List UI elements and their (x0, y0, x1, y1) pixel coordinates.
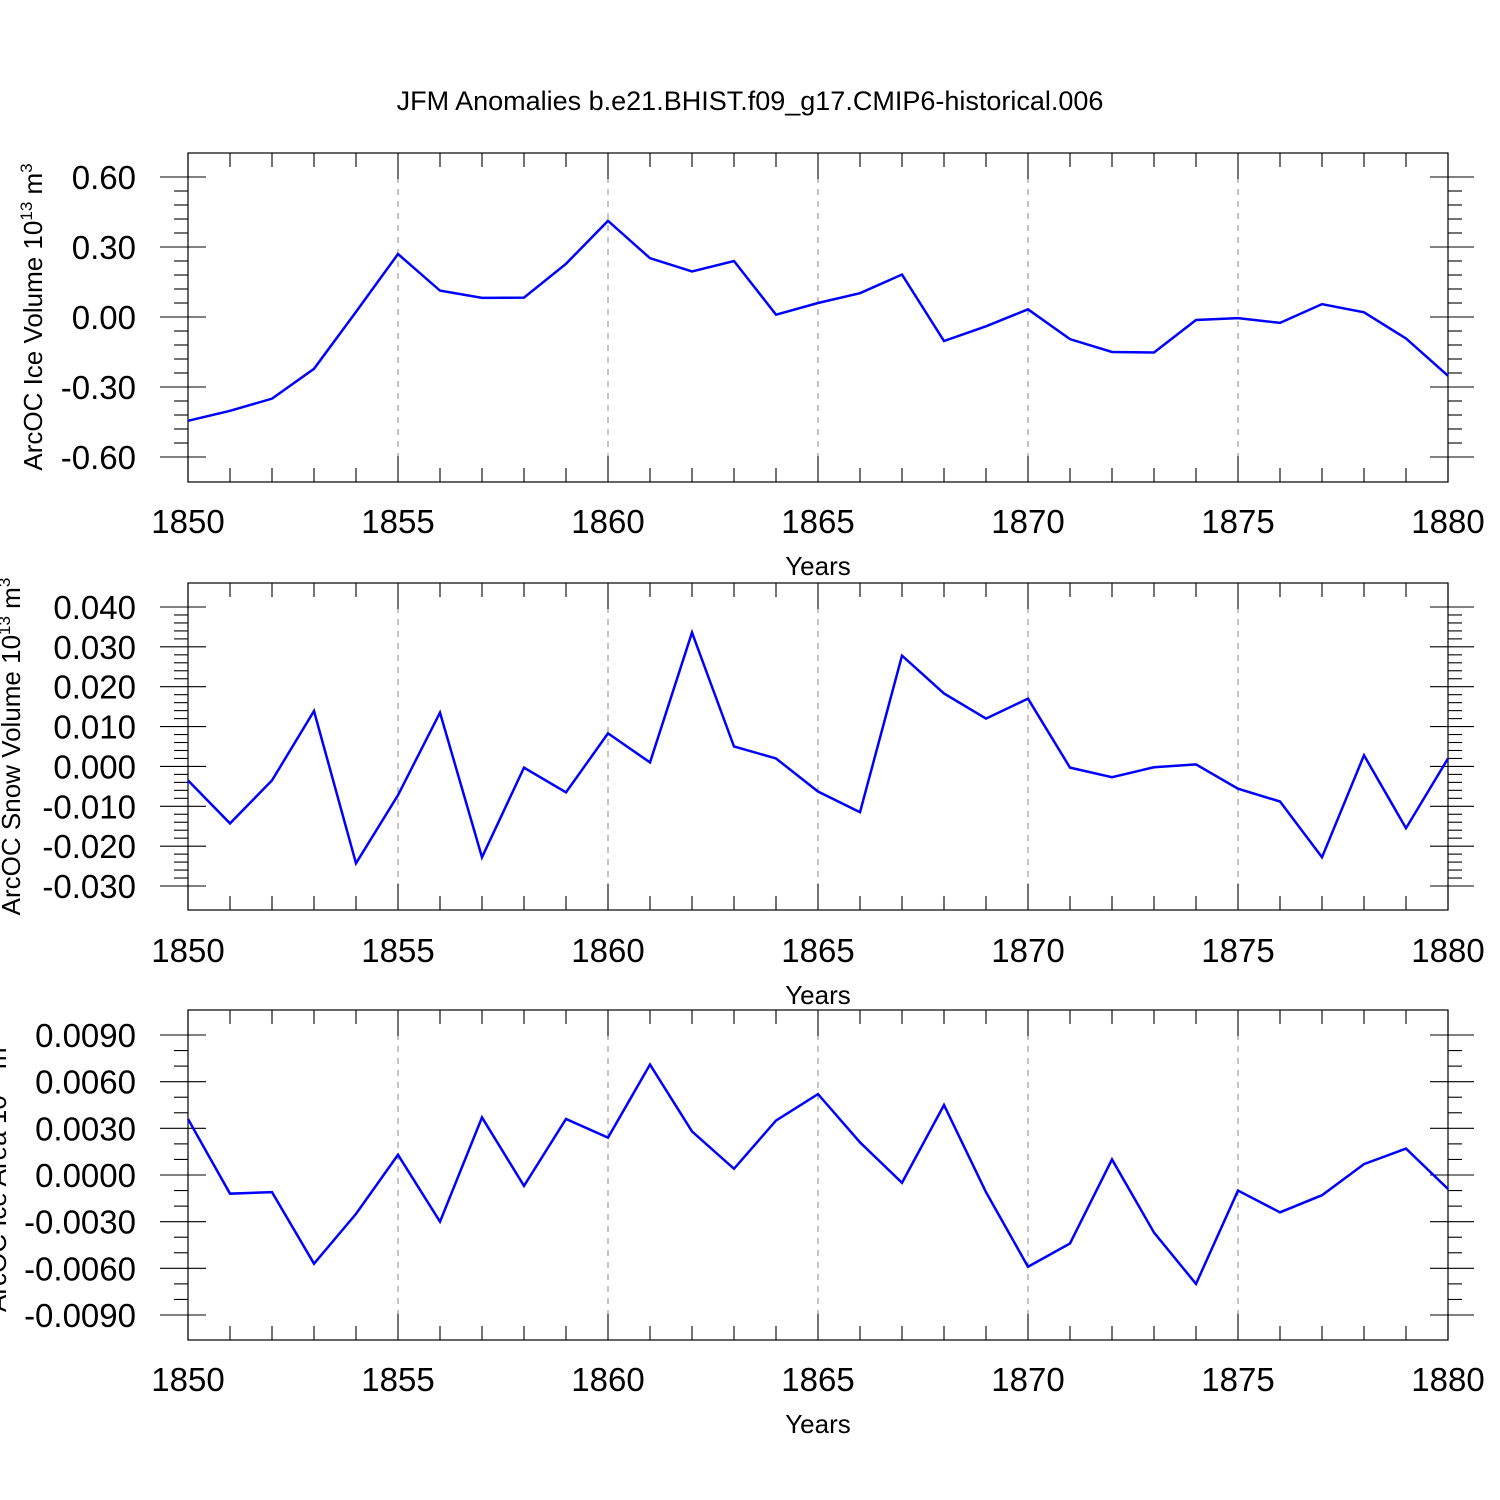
y-axis-label-text: ArcOC Ice Area 10 (0, 1095, 12, 1312)
y-tick-label: 0.040 (53, 589, 136, 626)
x-tick-label: 1860 (571, 1361, 644, 1398)
x-tick-label: 1880 (1411, 932, 1484, 969)
y-axis-label-unit: m (0, 587, 26, 616)
y-tick-label: 0.000 (53, 748, 136, 785)
y-tick-label: 0.020 (53, 669, 136, 706)
y-tick-label: 0.0090 (35, 1017, 136, 1054)
y-tick-label: -0.030 (42, 868, 136, 905)
chart-panel-1: -0.60 -0.30 0.00 0.30 0.60 1850 1855 1860 1865 18… (17, 152, 1485, 581)
x-tick-label: 1875 (1201, 503, 1274, 540)
y-tick-label: -0.020 (42, 828, 136, 865)
y-axis-label-text: ArcOC Snow Volume 10 (0, 635, 26, 915)
y-axis-label: ArcOC Snow Volume 1013 m3 (0, 578, 26, 916)
x-tick-label: 1870 (991, 1361, 1064, 1398)
x-tick-label: 1855 (361, 932, 434, 969)
x-tick-label: 1880 (1411, 503, 1484, 540)
x-tick-label: 1850 (151, 503, 224, 540)
y-axis-label-unit-exponent: 3 (0, 578, 14, 587)
x-tick-label: 1865 (781, 932, 854, 969)
x-axis-label: Years (785, 1409, 851, 1439)
panels: -0.60 -0.30 0.00 0.30 0.60 1850 1855 1860 1865 18… (0, 152, 1485, 1439)
x-axis-label: Years (785, 980, 851, 1010)
chart-panel-3: -0.0090 -0.0060 -0.0030 0.0000 0.0030 0.0060 0… (0, 1009, 1485, 1439)
x-tick-label: 1865 (781, 503, 854, 540)
x-tick-label: 1870 (991, 932, 1064, 969)
x-tick-label: 1855 (361, 503, 434, 540)
x-tick-label: 1870 (991, 503, 1064, 540)
y-axis-label: ArcOC Ice Area 1013 m2 (0, 1038, 12, 1312)
x-tick-label: 1875 (1201, 932, 1274, 969)
x-axis-label: Years (785, 551, 851, 581)
y-tick-label: -0.60 (61, 439, 136, 476)
y-tick-label: 0.0000 (35, 1157, 136, 1194)
x-tick-label: 1860 (571, 503, 644, 540)
y-tick-label: 0.00 (72, 299, 136, 336)
y-tick-label: 0.0060 (35, 1064, 136, 1101)
y-axis-label: ArcOC Ice Volume 1013 m3 (17, 163, 48, 470)
y-tick-label: 0.30 (72, 229, 136, 266)
x-tick-label: 1855 (361, 1361, 434, 1398)
x-tick-label: 1880 (1411, 1361, 1484, 1398)
y-axis-label-exponent: 13 (17, 202, 36, 221)
y-axis-label-unit: m (0, 1047, 12, 1076)
x-tick-label: 1850 (151, 932, 224, 969)
series-line (187, 219, 1449, 423)
series-line (186, 1062, 1449, 1287)
y-tick-label: -0.0090 (24, 1297, 136, 1334)
x-tick-label: 1850 (151, 1361, 224, 1398)
chart-panel-2: -0.030-0.020-0.0100.0000.0100.0200.0300.… (0, 578, 1485, 1010)
x-tick-label: 1860 (571, 932, 644, 969)
series-line (187, 628, 1450, 867)
y-tick-label: 0.0030 (35, 1110, 136, 1147)
x-tick-label: 1865 (781, 1361, 854, 1398)
x-tick-label: 1875 (1201, 1361, 1274, 1398)
y-tick-label: -0.30 (61, 369, 136, 406)
y-tick-label: -0.0060 (24, 1250, 136, 1287)
y-tick-label: 0.60 (72, 159, 136, 196)
y-tick-label: 0.030 (53, 629, 136, 666)
figure-title: JFM Anomalies b.e21.BHIST.f09_g17.CMIP6-… (397, 86, 1104, 116)
y-tick-label: -0.0030 (24, 1204, 136, 1241)
y-tick-label: -0.010 (42, 788, 136, 825)
y-tick-label: 0.010 (53, 709, 136, 746)
y-axis-label-exponent: 13 (0, 616, 14, 635)
y-axis-label-unit-exponent: 3 (17, 163, 36, 172)
y-axis-label-text: ArcOC Ice Volume 10 (18, 221, 48, 471)
y-axis-label-unit: m (18, 173, 48, 202)
